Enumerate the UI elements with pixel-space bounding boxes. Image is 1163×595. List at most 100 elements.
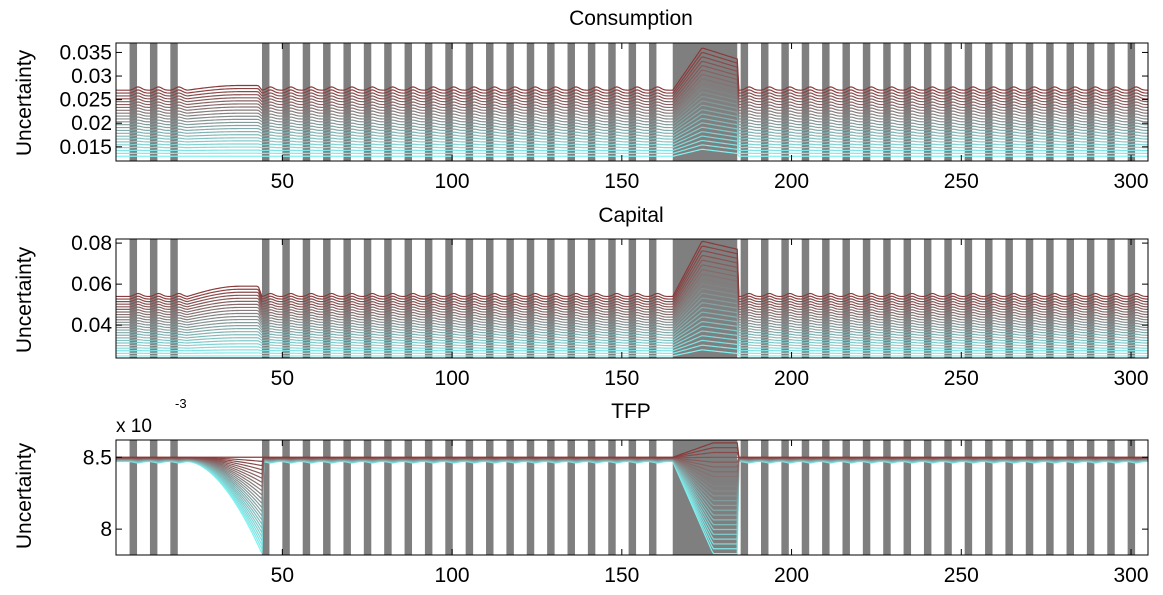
series-line: [116, 240, 1148, 298]
series-line: [116, 82, 1148, 114]
shaded-period-bar: [822, 440, 830, 555]
shaded-period-bar: [1127, 440, 1136, 555]
x-tick-label: 150: [604, 367, 639, 390]
shaded-period-bar: [628, 43, 637, 161]
y-tick-label: 0.025: [59, 89, 112, 112]
series-line: [116, 78, 1148, 111]
shaded-period-bar: [822, 43, 830, 161]
series-line: [116, 73, 1148, 109]
series-line: [116, 250, 1148, 303]
shaded-period-bar: [883, 43, 891, 161]
shaded-period-bar: [1127, 43, 1136, 161]
series-line: [116, 321, 1148, 342]
shaded-period-bar: [842, 440, 850, 555]
plot-content: [116, 43, 1148, 161]
series-line: [116, 349, 1148, 357]
shaded-period-bar: [628, 440, 637, 555]
x-tick-label: 100: [435, 170, 470, 193]
series-line: [116, 297, 1148, 329]
series-line: [116, 117, 1148, 137]
shaded-period-bar: [923, 43, 932, 161]
series-line: [116, 113, 1148, 134]
shaded-period-bar: [129, 43, 138, 161]
x-tick-label: 250: [944, 367, 979, 390]
shaded-period-bar: [985, 43, 993, 161]
y-multiplier-label: x 10: [116, 416, 152, 437]
shaded-period-bar: [323, 43, 331, 161]
shaded-period-bar: [781, 43, 789, 161]
series-line: [116, 60, 1148, 100]
shaded-period-bar: [842, 43, 850, 161]
x-tick-label: 50: [271, 170, 294, 193]
series-line: [116, 148, 1148, 157]
x-tick-label: 300: [1114, 367, 1149, 390]
shaded-period-bar: [648, 43, 657, 161]
shaded-period-bar: [343, 43, 351, 161]
shaded-period-bar: [1005, 43, 1013, 161]
shaded-period-bar: [761, 43, 769, 161]
series-line: [116, 287, 1148, 323]
shaded-period-bar: [964, 440, 973, 555]
shaded-period-bar: [506, 440, 514, 555]
x-tick-label: 150: [604, 170, 639, 193]
series-line: [116, 100, 1148, 126]
series-line: [116, 325, 1148, 344]
series-line: [116, 254, 1148, 305]
y-tick-label: 0.03: [71, 65, 112, 88]
shaded-period-bar: [883, 440, 891, 555]
series-line: [116, 51, 1148, 94]
series-line: [116, 122, 1148, 140]
y-tick-label: 0.015: [59, 136, 112, 159]
chart-title: Consumption: [569, 7, 693, 30]
shaded-period-bar: [404, 440, 413, 555]
shaded-period-bar: [801, 440, 810, 555]
shaded-period-bar: [1025, 440, 1034, 555]
series-line: [116, 87, 1148, 117]
y-tick-label: 0.04: [71, 314, 112, 337]
shaded-period-bar: [608, 43, 616, 161]
plot-content: [116, 440, 1148, 555]
shaded-period-bar: [587, 43, 596, 161]
x-tick-label: 50: [271, 564, 294, 587]
series-line: [116, 47, 1148, 91]
shaded-period-bar: [261, 43, 270, 161]
series-line: [116, 339, 1148, 352]
y-tick-label: 0.02: [71, 112, 112, 135]
series-line: [116, 91, 1148, 120]
x-tick-label: 100: [435, 564, 470, 587]
x-tick-label: 50: [271, 367, 294, 390]
x-tick-label: 250: [944, 170, 979, 193]
plot-content: [116, 239, 1148, 358]
shaded-period-bar: [526, 440, 535, 555]
shaded-period-bar: [781, 440, 789, 555]
shaded-period-bar: [282, 440, 290, 555]
series-line: [116, 56, 1148, 97]
series-line: [116, 131, 1148, 146]
y-axis-label: Uncertainty: [13, 49, 36, 156]
shaded-period-bar: [862, 440, 871, 555]
shaded-period-bar: [1086, 440, 1095, 555]
shaded-period-bar: [424, 43, 433, 161]
y-axis-label: Uncertainty: [13, 246, 36, 353]
y-tick-label: 0.035: [59, 41, 112, 64]
series-line: [116, 442, 1148, 458]
shaded-period-bar: [1046, 43, 1054, 161]
shaded-period-bar: [1066, 43, 1074, 161]
shaded-period-bar: [648, 440, 657, 555]
series-line: [116, 259, 1148, 308]
shaded-period-bar: [384, 43, 392, 161]
shaded-period-bar: [363, 43, 372, 161]
shaded-period-bar: [465, 43, 474, 161]
shaded-period-bar: [923, 440, 932, 555]
series-line: [116, 139, 1148, 152]
shaded-period-bar: [363, 440, 372, 555]
y-tick-label: 0.06: [71, 273, 112, 296]
shaded-period-bar: [1005, 440, 1013, 555]
shaded-period-bar: [567, 43, 575, 161]
series-line: [116, 126, 1148, 143]
shaded-period-bar: [1086, 43, 1095, 161]
series-line: [116, 273, 1148, 316]
x-tick-label: 150: [604, 564, 639, 587]
shaded-period-bar: [862, 43, 871, 161]
